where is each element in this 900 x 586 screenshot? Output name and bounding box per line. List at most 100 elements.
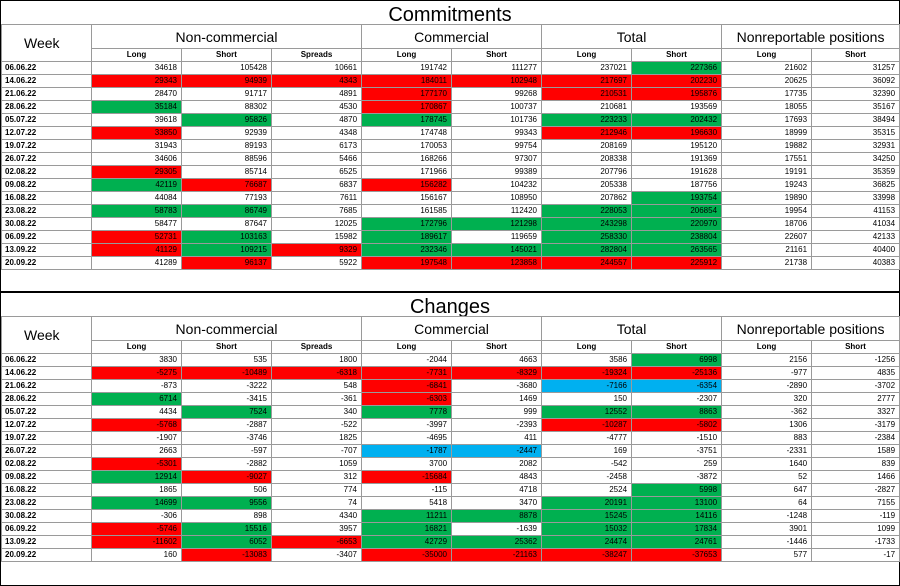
week-cell: 20.09.22 (1, 256, 92, 270)
value-cell: 340 (270, 405, 363, 419)
total-header: Total (541, 24, 723, 49)
value-cell: 88596 (181, 152, 272, 166)
value-cell: 42133 (811, 230, 900, 244)
value-cell: 1306 (721, 418, 813, 432)
week-cell: 02.08.22 (1, 457, 92, 471)
value-cell: 14116 (631, 509, 723, 523)
value-cell: -19324 (541, 366, 633, 380)
value-cell: 33850 (91, 126, 182, 140)
value-cell: 41129 (91, 243, 182, 257)
value-cell: 123858 (451, 256, 543, 270)
value-cell: 191742 (361, 61, 453, 75)
value-cell: 8878 (451, 509, 543, 523)
total-header: Total (541, 316, 723, 341)
value-cell: -542 (541, 457, 633, 471)
noncommercial-header: Non-commercial (90, 316, 363, 341)
value-cell: -21163 (451, 548, 543, 562)
value-cell: 15245 (541, 509, 633, 523)
value-cell: 99389 (451, 165, 543, 179)
value-cell: 119659 (451, 230, 543, 244)
value-cell: 1640 (721, 457, 813, 471)
value-cell: 187756 (631, 178, 723, 192)
value-cell: 35184 (91, 100, 182, 114)
table-row: 20.09.22 160 -13083 -3407 -35000 -21163 -38247… (1, 548, 900, 562)
week-cell: 06.09.22 (1, 522, 92, 536)
week-cell: 14.06.22 (1, 366, 92, 380)
nonreportable-header: Nonreportable positions (721, 316, 900, 341)
table-row: 28.06.22 6714 -3415 -361 -6303 1469 150 -2307 32… (1, 392, 900, 406)
value-cell: 189617 (361, 230, 453, 244)
table-row: 26.07.22 2663 -597 -707 -1787 -2447 169 -3751 -2… (1, 444, 900, 458)
value-cell: 184011 (361, 74, 453, 88)
value-cell: 168266 (361, 152, 453, 166)
column-header-short: Short (811, 340, 900, 354)
value-cell: 101736 (451, 113, 543, 127)
column-header-long: Long (361, 48, 453, 62)
value-cell: -5768 (91, 418, 182, 432)
value-cell: 42729 (361, 535, 453, 549)
value-cell: 42119 (91, 178, 182, 192)
table-row: 05.07.22 4434 7524 340 7778 999 12552 8863 -362 3… (1, 405, 900, 419)
week-cell: 12.07.22 (1, 126, 92, 140)
value-cell: 263565 (631, 243, 723, 257)
value-cell: 225912 (631, 256, 723, 270)
value-cell: -3179 (811, 418, 900, 432)
value-cell: 29343 (91, 74, 182, 88)
value-cell: 170867 (361, 100, 453, 114)
value-cell: 17735 (721, 87, 813, 101)
value-cell: 10661 (270, 61, 363, 75)
column-header-short: Short (451, 48, 543, 62)
week-cell: 09.08.22 (1, 178, 92, 192)
value-cell: 19954 (721, 204, 813, 218)
value-cell: -707 (270, 444, 363, 458)
value-cell: 196630 (631, 126, 723, 140)
value-cell: 4835 (811, 366, 900, 380)
value-cell: -3751 (631, 444, 723, 458)
value-cell: -5802 (631, 418, 723, 432)
value-cell: 52731 (91, 230, 182, 244)
table-row: 23.08.22 14699 9556 74 5418 3470 20191 13100 64 7… (1, 496, 900, 510)
data-table: Week Non-commercial Commercial Total Nonrepo… (1, 316, 900, 562)
section-title: Changes (409, 296, 491, 318)
table-row: 21.06.22 28470 91717 4891 177170 99268 210531 1… (1, 87, 900, 101)
value-cell: 1099 (811, 522, 900, 536)
value-cell: 19243 (721, 178, 813, 192)
value-cell: -3222 (181, 379, 272, 393)
section-title: Commitments (388, 4, 512, 26)
table-row: 21.06.22 -873 -3222 548 -6841 -3680 -7166 -6354… (1, 379, 900, 393)
value-cell: -119 (811, 509, 900, 523)
value-cell: 21738 (721, 256, 813, 270)
value-cell: 145021 (451, 243, 543, 257)
value-cell: 2082 (451, 457, 543, 471)
table-row: 30.08.22 -306 898 4340 11211 8878 15245 14116 -1… (1, 509, 900, 523)
value-cell: -3415 (181, 392, 272, 406)
table-row: 05.07.22 39618 95826 4870 178745 101736 223233… (1, 113, 900, 127)
value-cell: 15982 (270, 230, 363, 244)
value-cell: 191369 (631, 152, 723, 166)
value-cell: -362 (721, 405, 813, 419)
value-cell: 4718 (451, 483, 543, 497)
table-row: 16.08.22 1865 506 774 -115 4718 2524 5998 647 -28… (1, 483, 900, 497)
value-cell: 19882 (721, 139, 813, 153)
value-cell: 3470 (451, 496, 543, 510)
value-cell: 35359 (811, 165, 900, 179)
value-cell: 88302 (181, 100, 272, 114)
value-cell: 243298 (541, 217, 633, 231)
value-cell: 172796 (361, 217, 453, 231)
value-cell: 4348 (270, 126, 363, 140)
table-row: 06.06.22 34618 105428 10661 191742 111277 2370… (1, 61, 900, 75)
value-cell: 35315 (811, 126, 900, 140)
value-cell: 99343 (451, 126, 543, 140)
value-cell: 3327 (811, 405, 900, 419)
value-cell: 44084 (91, 191, 182, 205)
value-cell: 195876 (631, 87, 723, 101)
value-cell: 77193 (181, 191, 272, 205)
value-cell: 112420 (451, 204, 543, 218)
value-cell: 87647 (181, 217, 272, 231)
table-row: 13.09.22 41129 109215 9329 232346 145021 28280… (1, 243, 900, 257)
value-cell: 210681 (541, 100, 633, 114)
week-cell: 05.07.22 (1, 113, 92, 127)
value-cell: 160 (91, 548, 182, 562)
value-cell: -7731 (361, 366, 453, 380)
